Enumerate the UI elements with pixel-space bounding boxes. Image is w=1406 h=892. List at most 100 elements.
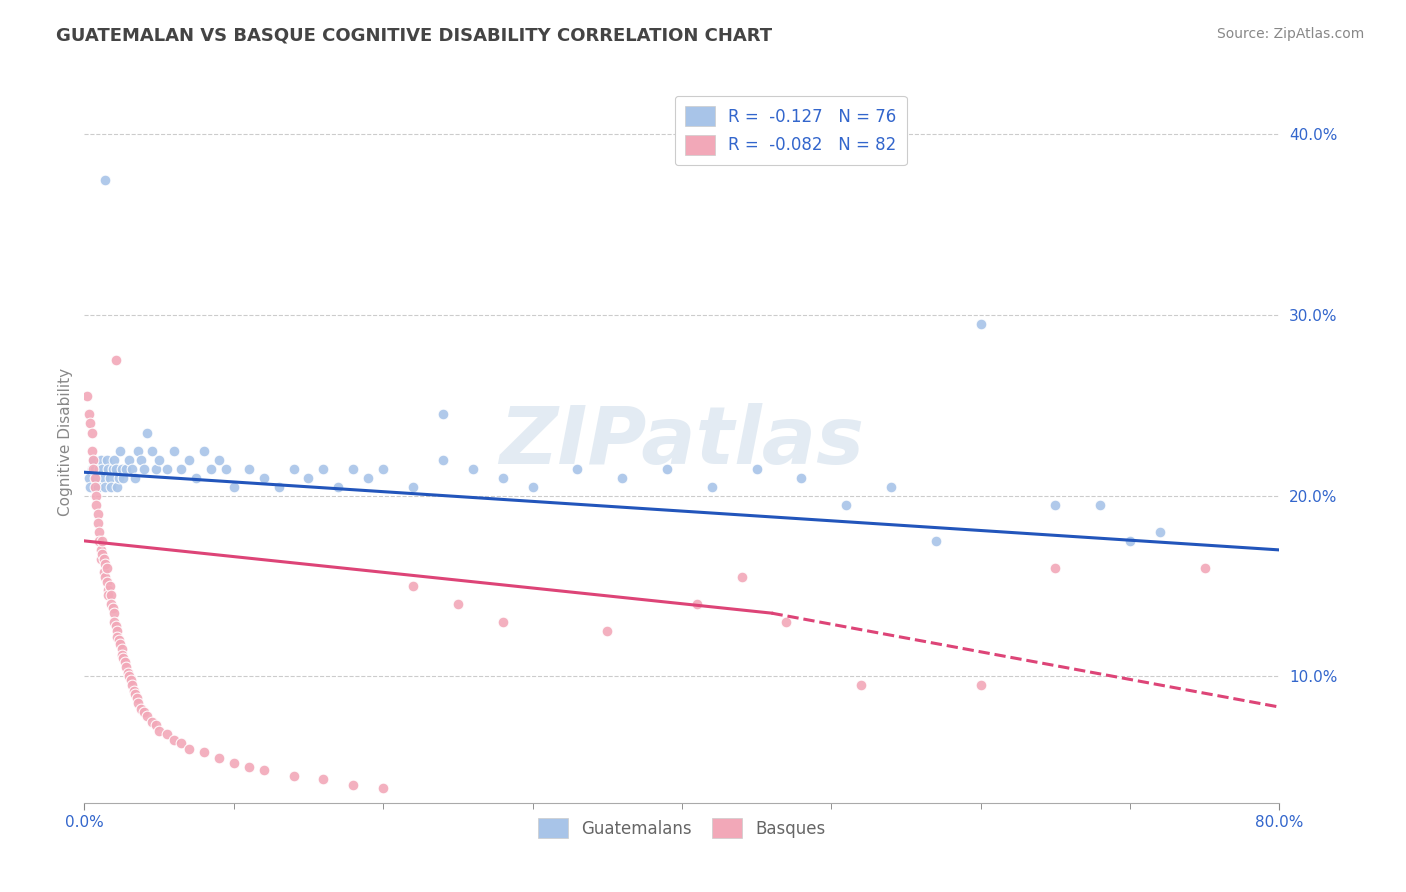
Point — [83, 480, 105, 494]
Point — [132, 706, 156, 720]
Point — [1119, 533, 1142, 548]
Point — [104, 461, 127, 475]
Point — [93, 565, 115, 579]
Point — [103, 615, 125, 630]
Point — [1194, 561, 1216, 575]
Point — [96, 452, 118, 467]
Point — [127, 697, 149, 711]
Point — [111, 648, 134, 662]
Point — [94, 570, 117, 584]
Point — [86, 489, 108, 503]
Point — [567, 461, 589, 475]
Y-axis label: Cognitive Disability: Cognitive Disability — [58, 368, 73, 516]
Text: Source: ZipAtlas.com: Source: ZipAtlas.com — [1216, 27, 1364, 41]
Point — [111, 642, 134, 657]
Point — [121, 461, 143, 475]
Point — [136, 425, 159, 440]
Point — [87, 507, 110, 521]
Point — [1045, 561, 1067, 575]
Point — [86, 498, 108, 512]
Point — [145, 718, 167, 732]
Point — [105, 624, 128, 639]
Point — [186, 471, 208, 485]
Point — [86, 471, 108, 485]
Point — [94, 558, 117, 572]
Point — [103, 606, 125, 620]
Point — [402, 480, 425, 494]
Point — [612, 471, 634, 485]
Point — [91, 461, 114, 475]
Point — [80, 425, 103, 440]
Point — [155, 461, 177, 475]
Point — [461, 461, 484, 475]
Point — [110, 443, 132, 458]
Legend: Guatemalans, Basques: Guatemalans, Basques — [531, 812, 832, 845]
Point — [105, 630, 128, 644]
Point — [121, 678, 143, 692]
Point — [107, 633, 129, 648]
Point — [373, 781, 395, 796]
Point — [80, 461, 103, 475]
Point — [447, 597, 470, 611]
Point — [163, 732, 186, 747]
Point — [283, 769, 305, 783]
Point — [970, 678, 993, 692]
Point — [700, 480, 723, 494]
Point — [111, 461, 134, 475]
Point — [90, 542, 112, 557]
Text: GUATEMALAN VS BASQUE COGNITIVE DISABILITY CORRELATION CHART: GUATEMALAN VS BASQUE COGNITIVE DISABILIT… — [56, 27, 772, 45]
Point — [118, 452, 141, 467]
Point — [328, 480, 350, 494]
Point — [297, 471, 319, 485]
Point — [80, 443, 103, 458]
Point — [100, 597, 122, 611]
Point — [136, 709, 159, 723]
Point — [215, 461, 238, 475]
Point — [100, 588, 122, 602]
Point — [129, 702, 152, 716]
Point — [970, 317, 993, 331]
Point — [835, 498, 858, 512]
Point — [238, 760, 260, 774]
Point — [100, 480, 122, 494]
Point — [127, 443, 149, 458]
Point — [82, 452, 104, 467]
Point — [115, 660, 138, 674]
Point — [107, 471, 129, 485]
Point — [91, 547, 114, 561]
Point — [76, 389, 98, 403]
Point — [432, 452, 454, 467]
Point — [97, 461, 120, 475]
Point — [104, 353, 127, 368]
Point — [1045, 498, 1067, 512]
Point — [342, 461, 364, 475]
Point — [1090, 498, 1112, 512]
Point — [253, 471, 276, 485]
Point — [283, 461, 305, 475]
Point — [141, 714, 163, 729]
Point — [925, 533, 948, 548]
Point — [87, 480, 110, 494]
Point — [89, 533, 111, 548]
Point — [522, 480, 544, 494]
Point — [170, 461, 193, 475]
Point — [686, 597, 709, 611]
Point — [82, 452, 104, 467]
Point — [342, 778, 364, 792]
Text: ZIPatlas: ZIPatlas — [499, 402, 865, 481]
Point — [120, 673, 142, 687]
Point — [170, 736, 193, 750]
Point — [83, 471, 105, 485]
Point — [82, 461, 104, 475]
Point — [148, 723, 170, 738]
Point — [129, 452, 152, 467]
Point — [145, 461, 167, 475]
Point — [114, 655, 136, 669]
Point — [79, 480, 101, 494]
Point — [193, 745, 215, 759]
Point — [177, 452, 200, 467]
Point — [101, 461, 124, 475]
Point — [79, 417, 101, 431]
Point — [373, 461, 395, 475]
Point — [851, 678, 873, 692]
